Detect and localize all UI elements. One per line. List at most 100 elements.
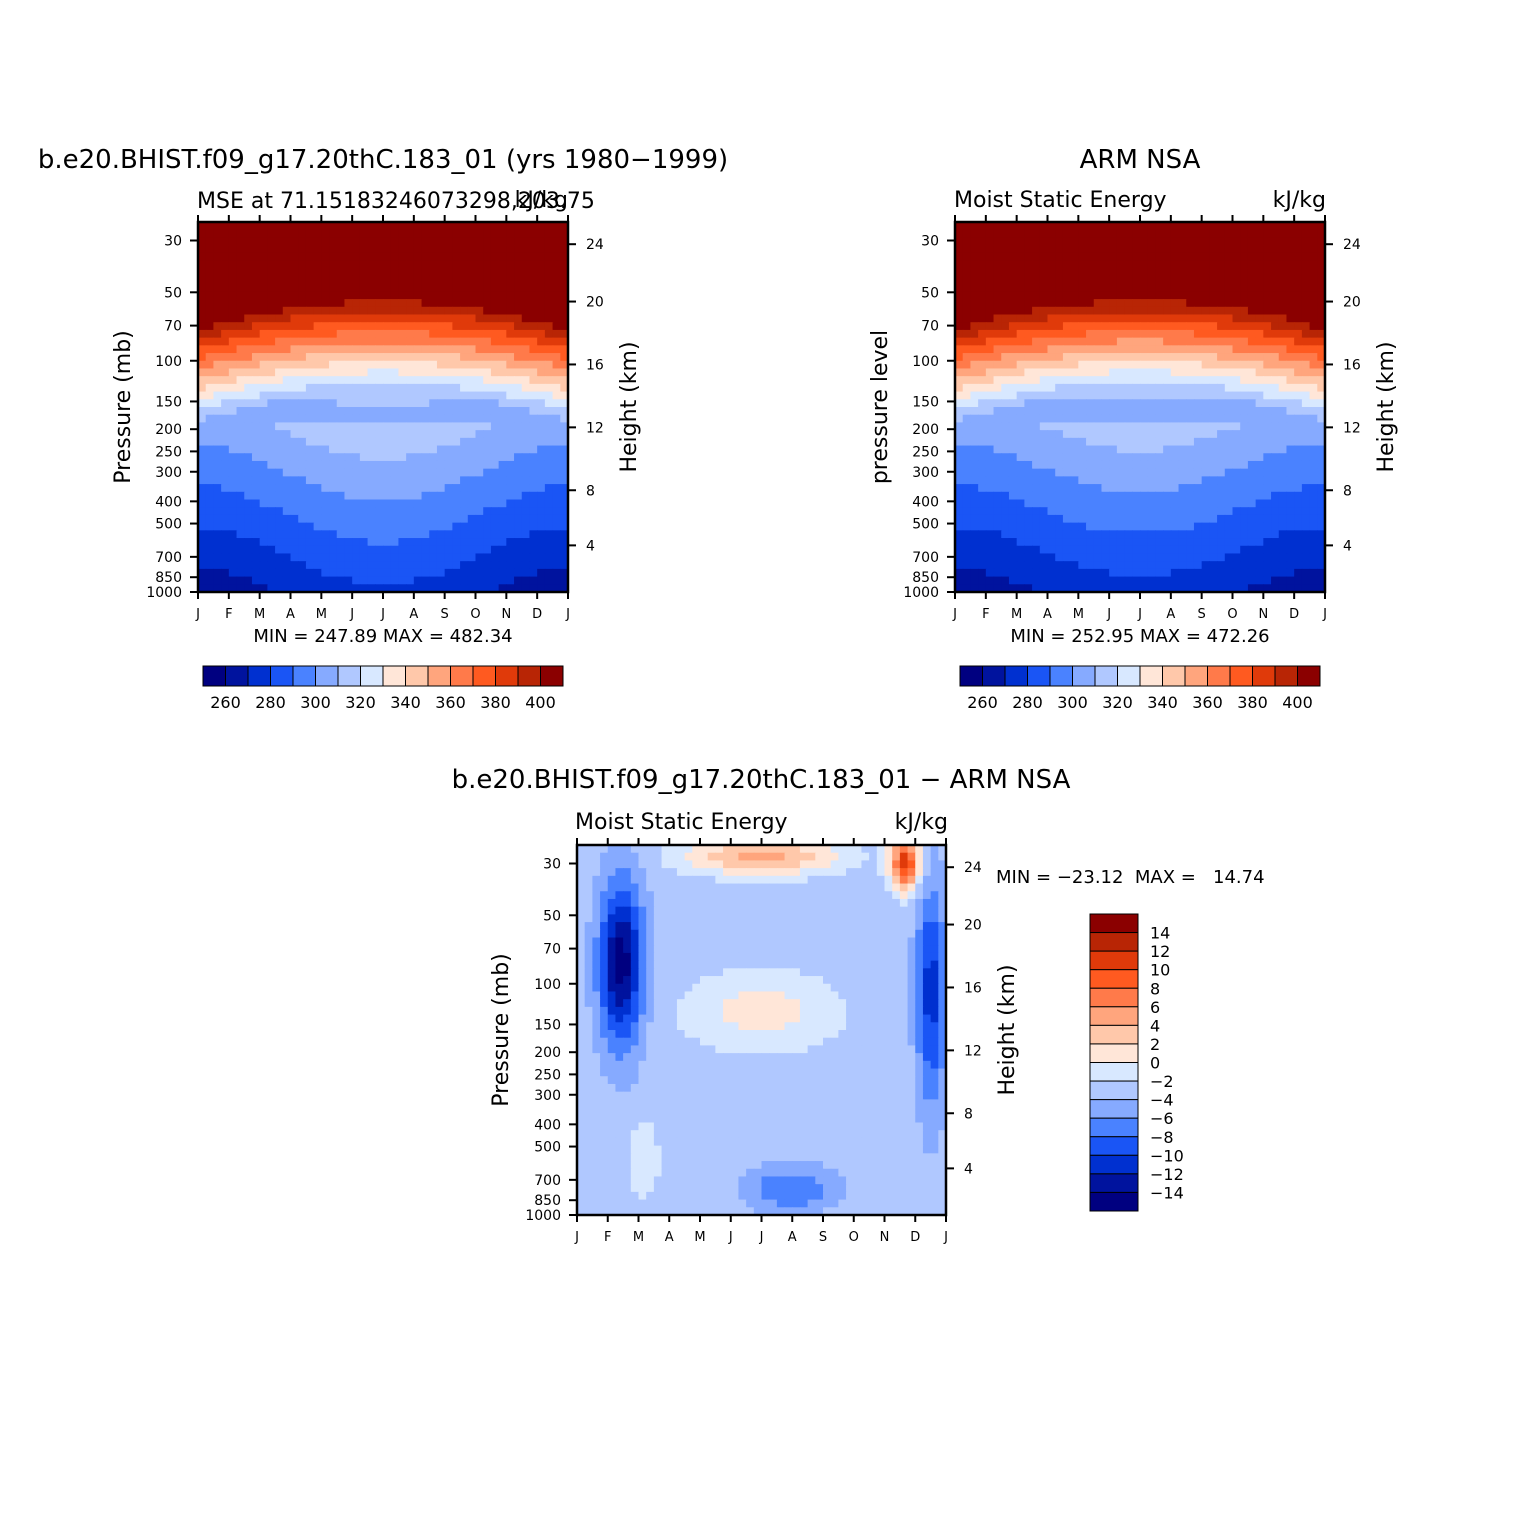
contour-cell bbox=[421, 437, 430, 447]
contour-cell bbox=[267, 553, 276, 562]
contour-cell bbox=[367, 291, 376, 300]
contour-cell bbox=[1224, 430, 1234, 439]
contour-cell bbox=[985, 237, 995, 246]
contour-cell bbox=[1147, 468, 1157, 477]
contour-cell bbox=[1147, 345, 1157, 354]
contour-cell bbox=[321, 237, 330, 246]
contour-cell bbox=[429, 568, 438, 578]
contour-cell bbox=[344, 538, 353, 547]
contour-cell bbox=[1309, 553, 1318, 562]
contour-cell bbox=[1132, 538, 1141, 547]
contour-cell bbox=[715, 860, 724, 869]
contour-cell bbox=[1070, 222, 1079, 231]
contour-cell bbox=[490, 468, 500, 477]
contour-cell bbox=[955, 383, 964, 393]
contour-cell bbox=[962, 368, 972, 377]
contour-cell bbox=[1186, 468, 1195, 477]
contour-cell bbox=[970, 484, 979, 493]
contour-cell bbox=[521, 383, 531, 393]
contour-cell bbox=[383, 245, 392, 254]
contour-cell bbox=[1101, 522, 1110, 531]
contour-cell bbox=[452, 268, 461, 277]
contour-cell bbox=[1217, 499, 1226, 508]
contour-cell bbox=[1101, 268, 1110, 277]
contour-cell bbox=[406, 368, 415, 377]
contour-cell bbox=[1062, 576, 1072, 585]
contour-cell bbox=[305, 314, 315, 323]
contour-cell bbox=[1024, 484, 1033, 493]
contour-cell bbox=[198, 345, 207, 354]
colorbar-swatch bbox=[427, 665, 451, 687]
contour-cell bbox=[329, 407, 338, 416]
contour-cell bbox=[313, 383, 322, 393]
contour-cell bbox=[251, 507, 261, 516]
contour-cell bbox=[267, 322, 276, 331]
contour-cell bbox=[1271, 376, 1280, 385]
contour-cell bbox=[452, 538, 461, 547]
contour-cell bbox=[955, 329, 964, 339]
contour-cell bbox=[684, 845, 693, 854]
contour-cell bbox=[251, 491, 261, 501]
contour-cell bbox=[1039, 345, 1049, 354]
contour-cell bbox=[1309, 337, 1318, 346]
contour-cell bbox=[1271, 576, 1280, 585]
contour-cell bbox=[1263, 329, 1272, 339]
contour-cell bbox=[1070, 268, 1079, 277]
contour-cell bbox=[305, 399, 315, 408]
contour-cell bbox=[1147, 453, 1157, 462]
contour-cell bbox=[1001, 260, 1010, 269]
contour-cell bbox=[1124, 360, 1133, 370]
contour-cell bbox=[228, 383, 238, 393]
contour-cell bbox=[1086, 514, 1095, 524]
contour-cell bbox=[344, 407, 353, 416]
contour-cell bbox=[970, 445, 979, 454]
contour-cell bbox=[336, 222, 346, 231]
contour-cell bbox=[1232, 468, 1241, 477]
contour-cell bbox=[552, 561, 561, 570]
contour-cell bbox=[375, 383, 384, 393]
contour-cell bbox=[444, 268, 453, 277]
contour-cell bbox=[1255, 337, 1264, 346]
contour-cell bbox=[436, 453, 446, 462]
contour-cell bbox=[282, 345, 292, 354]
contour-cell bbox=[978, 553, 987, 562]
contour-cell bbox=[336, 407, 346, 416]
contour-cell bbox=[305, 538, 315, 547]
contour-cell bbox=[329, 507, 338, 516]
contour-cell bbox=[1186, 538, 1195, 547]
contour-cell bbox=[205, 522, 215, 531]
contour-cell bbox=[390, 337, 400, 346]
axes: J F M A M J J A S O N D J305070100150200250300400500… bbox=[146, 215, 604, 622]
contour-cell bbox=[560, 391, 569, 400]
contour-cell bbox=[305, 391, 315, 400]
contour-cell bbox=[537, 561, 546, 570]
contour-cell bbox=[560, 237, 569, 246]
contour-cell bbox=[544, 360, 554, 370]
contour-cell bbox=[1062, 360, 1072, 370]
contour-cell bbox=[1101, 453, 1110, 462]
contour-cell bbox=[1201, 376, 1210, 385]
contour-cell bbox=[444, 260, 453, 269]
contour-cell bbox=[529, 476, 538, 485]
contour-cell bbox=[1047, 368, 1056, 377]
contour-cell bbox=[275, 368, 284, 377]
contour-cell bbox=[1278, 576, 1288, 585]
contour-cell bbox=[978, 368, 987, 377]
y-tick-label: 50 bbox=[164, 285, 182, 301]
contour-cell bbox=[290, 322, 299, 331]
contour-cell bbox=[290, 391, 299, 400]
contour-cell bbox=[638, 852, 647, 862]
contour-cell bbox=[1086, 283, 1095, 292]
contour-cell bbox=[1039, 368, 1049, 377]
contour-cell bbox=[321, 260, 330, 269]
contour-cell bbox=[962, 407, 972, 416]
contour-cell bbox=[907, 852, 916, 862]
contour-cell bbox=[267, 345, 276, 354]
contour-cell bbox=[1016, 399, 1025, 408]
contour-cell bbox=[1301, 437, 1311, 447]
contour-cell bbox=[406, 275, 415, 285]
contour-cell bbox=[259, 538, 268, 547]
contour-cell bbox=[537, 245, 546, 254]
contour-cell bbox=[221, 460, 230, 470]
contour-cell bbox=[1294, 476, 1303, 485]
